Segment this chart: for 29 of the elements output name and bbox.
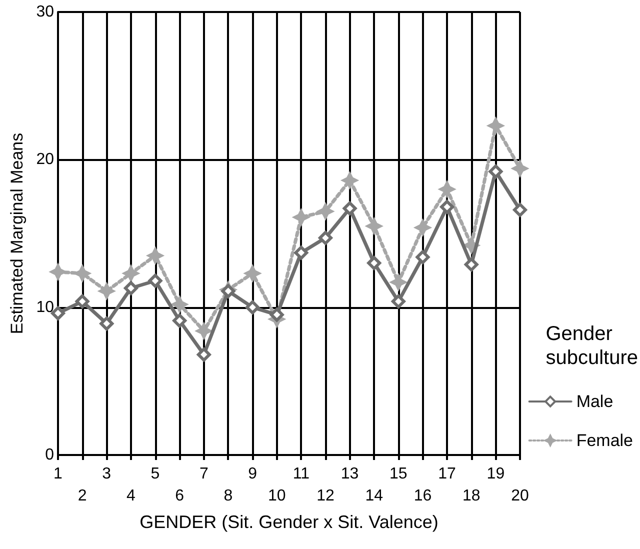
y-tick-label: 0 bbox=[45, 446, 54, 464]
x-tick-label: 13 bbox=[340, 466, 359, 482]
x-tick-label: 5 bbox=[150, 466, 160, 482]
y-axis-title: Estimated Marginal Means bbox=[7, 132, 26, 334]
x-tick-label: 3 bbox=[102, 466, 112, 482]
x-tick-label: 6 bbox=[175, 488, 184, 504]
y-tick-label: 10 bbox=[36, 298, 54, 316]
x-tick-label: 7 bbox=[199, 466, 208, 482]
x-tick-label: 16 bbox=[414, 488, 432, 504]
y-tick-label: 30 bbox=[36, 4, 54, 20]
legend-title: Gender subculture bbox=[546, 323, 638, 369]
legend-label: Female bbox=[576, 431, 633, 450]
x-tick-label: 18 bbox=[462, 488, 480, 504]
x-tick-label: 14 bbox=[365, 488, 384, 504]
x-tick-label: 20 bbox=[511, 488, 529, 504]
x-axis-title: GENDER (Sit. Gender x Sit. Valence) bbox=[140, 512, 438, 532]
x-tick-label: 15 bbox=[390, 466, 408, 482]
x-tick-label: 1 bbox=[54, 466, 63, 482]
x-tick-label: 2 bbox=[78, 488, 87, 504]
x-tick-label: 4 bbox=[126, 488, 136, 504]
x-tick-label: 17 bbox=[438, 466, 456, 482]
x-tick-label: 9 bbox=[248, 466, 258, 482]
y-tick-label: 20 bbox=[36, 151, 54, 168]
x-tick-label: 11 bbox=[292, 466, 310, 482]
x-tick-label: 19 bbox=[486, 466, 505, 482]
x-tick-label: 12 bbox=[316, 488, 334, 504]
legend-label: Male bbox=[576, 392, 614, 411]
x-tick-label: 10 bbox=[268, 488, 286, 504]
x-tick-label: 8 bbox=[224, 488, 233, 504]
